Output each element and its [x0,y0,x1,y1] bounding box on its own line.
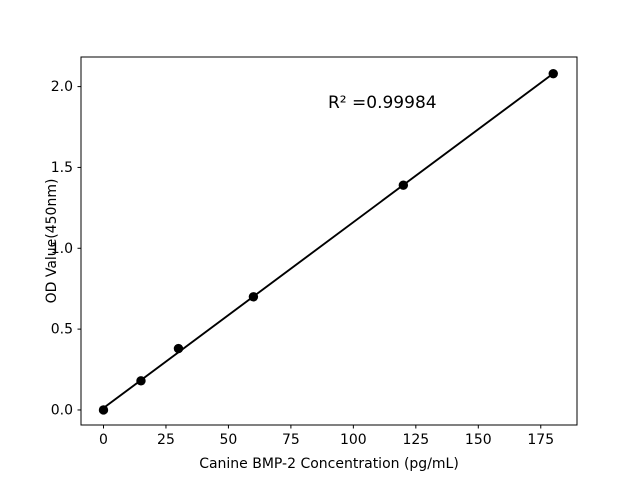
data-point [173,343,184,354]
y-tick-label: 1.5 [51,160,73,176]
fit-line [102,72,555,409]
y-axis-ticks: 0.0 0.5 1.0 1.5 2.0 [51,79,81,418]
x-tick-label: 100 [340,432,367,448]
y-tick-label: 0.0 [51,402,73,418]
x-tick-label: 25 [157,432,175,448]
y-tick-label: 0.5 [51,322,73,338]
x-tick-label: 50 [220,432,238,448]
x-tick-label: 75 [282,432,300,448]
x-axis-label: Canine BMP-2 Concentration (pg/mL) [199,456,459,472]
data-point [136,376,146,386]
data-point [98,405,109,415]
data-points [98,68,558,415]
axes-frame [80,56,578,426]
x-tick-label: 175 [527,432,554,448]
data-point [248,292,259,302]
x-tick-label: 0 [99,432,108,448]
x-tick-label: 150 [465,432,492,448]
y-tick-label: 1.0 [51,241,73,257]
x-axis-ticks: 0 25 50 75 100 125 150 175 [99,425,554,448]
y-axis-label: OD Value(450nm) [44,179,60,304]
data-point [398,180,409,190]
y-tick-label: 2.0 [51,79,73,95]
data-point [548,68,558,79]
r-squared-annotation: R² =0.99984 [328,93,437,113]
x-tick-label: 125 [402,432,429,448]
